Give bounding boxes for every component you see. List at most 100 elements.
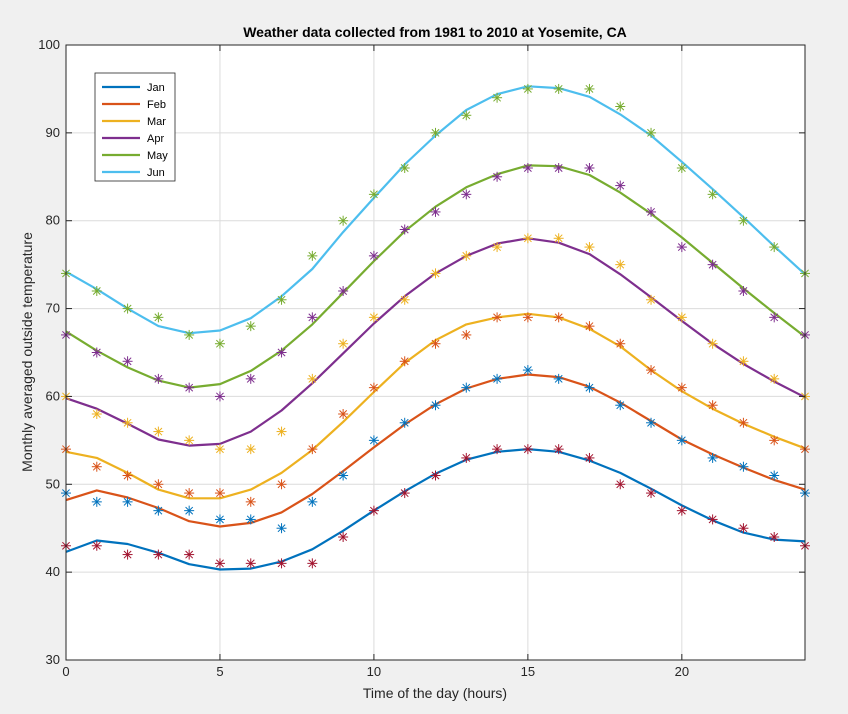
legend: Jan Feb Mar Apr May Jun: [94, 72, 176, 182]
marker-jan: [307, 558, 318, 569]
x-axis-label: Time of the day (hours): [363, 685, 507, 701]
marker-jan: [553, 444, 564, 455]
marker-apr: [522, 233, 533, 244]
marker-feb: [461, 382, 472, 393]
legend-label-mar: Mar: [147, 116, 166, 128]
chart-title: Weather data collected from 1981 to 2010…: [243, 24, 627, 40]
marker-feb: [522, 365, 533, 376]
marker-mar: [676, 382, 687, 393]
marker-jun: [368, 189, 379, 200]
marker-jun: [615, 101, 626, 112]
x-tick-label: 15: [521, 664, 535, 679]
marker-mar: [615, 338, 626, 349]
y-axis-label: Monthly averaged outside temperature: [19, 232, 35, 472]
legend-box: [94, 72, 176, 182]
marker-apr: [307, 373, 318, 384]
x-tick-label: 5: [216, 664, 223, 679]
legend-label-jun: Jun: [147, 167, 165, 179]
marker-apr: [153, 426, 164, 437]
marker-mar: [461, 329, 472, 340]
y-tick-label: 70: [46, 301, 60, 316]
marker-jun: [91, 286, 102, 296]
measured-markers: [61, 83, 810, 569]
marker-may: [492, 171, 503, 182]
marker-apr: [553, 233, 564, 244]
marker-feb: [399, 417, 410, 428]
marker-jun: [214, 338, 225, 349]
marker-jan: [430, 470, 441, 481]
marker-feb: [214, 514, 225, 525]
marker-may: [707, 259, 718, 270]
marker-may: [430, 206, 441, 217]
marker-mar: [307, 444, 318, 455]
marker-jan: [707, 514, 718, 525]
marker-feb: [368, 435, 379, 446]
marker-mar: [399, 356, 410, 367]
marker-mar: [553, 312, 564, 323]
marker-may: [122, 356, 133, 367]
marker-may: [368, 250, 379, 261]
marker-jun: [276, 294, 287, 305]
marker-jan: [276, 558, 287, 569]
marker-apr: [430, 268, 441, 279]
marker-feb: [646, 417, 657, 428]
marker-jun: [707, 189, 718, 200]
marker-jan: [584, 452, 595, 463]
y-tick-label: 60: [46, 388, 60, 403]
grid-lines: [65, 44, 805, 661]
marker-jun: [769, 242, 780, 253]
marker-jan: [492, 444, 503, 455]
marker-jan: [338, 532, 349, 542]
y-tick-label: 90: [46, 125, 60, 140]
marker-feb: [492, 373, 503, 384]
marker-apr: [399, 294, 410, 305]
marker-mar: [214, 488, 225, 499]
marker-may: [615, 180, 626, 191]
marker-apr: [615, 259, 626, 270]
marker-apr: [676, 312, 687, 323]
marker-jan: [399, 488, 410, 499]
marker-jun: [430, 127, 441, 138]
marker-feb: [338, 470, 349, 481]
marker-mar: [430, 338, 441, 349]
marker-may: [214, 391, 225, 402]
marker-jun: [245, 321, 256, 332]
y-tick-label: 30: [46, 652, 60, 667]
marker-feb: [153, 505, 164, 516]
marker-jun: [553, 83, 564, 94]
marker-jan: [646, 488, 657, 499]
marker-jun: [307, 250, 318, 261]
marker-jan: [91, 540, 102, 551]
marker-may: [276, 347, 287, 358]
marker-apr: [245, 444, 256, 455]
marker-may: [584, 163, 595, 173]
marker-may: [245, 373, 256, 384]
marker-mar: [245, 496, 256, 507]
y-tick-label: 40: [46, 564, 60, 579]
marker-jan: [738, 523, 749, 534]
marker-apr: [338, 338, 349, 349]
marker-may: [461, 189, 472, 200]
marker-feb: [122, 496, 133, 507]
marker-may: [769, 312, 780, 323]
marker-feb: [430, 400, 441, 411]
marker-mar: [492, 312, 503, 323]
marker-may: [646, 206, 657, 217]
marker-apr: [122, 417, 133, 428]
marker-feb: [184, 505, 195, 516]
marker-apr: [184, 435, 195, 446]
marker-apr: [461, 250, 472, 261]
x-axis-ticks: 0 5 10 15 20: [62, 45, 689, 679]
marker-apr: [368, 312, 379, 323]
marker-jan: [615, 479, 626, 490]
marker-mar: [584, 321, 595, 332]
marker-may: [338, 286, 349, 296]
marker-feb: [584, 382, 595, 393]
marker-jan: [122, 549, 133, 560]
marker-mar: [91, 461, 102, 472]
marker-feb: [676, 435, 687, 446]
marker-jan: [153, 549, 164, 560]
marker-mar: [646, 365, 657, 376]
marker-jun: [338, 215, 349, 226]
